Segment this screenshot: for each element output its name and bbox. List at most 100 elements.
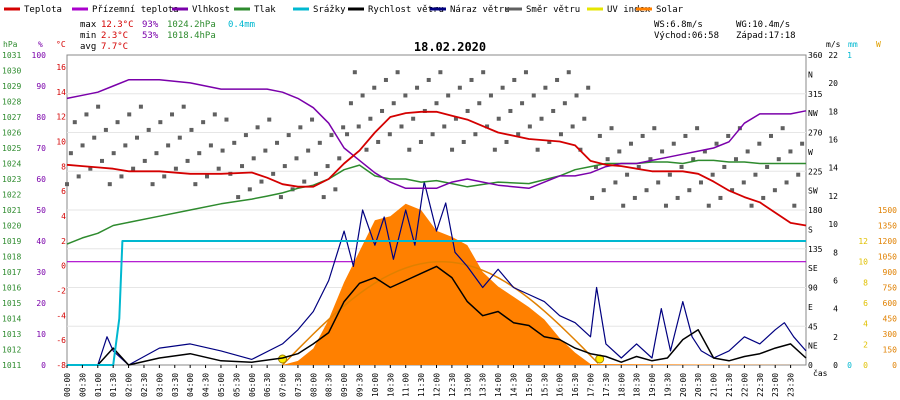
wind-direction-point	[107, 182, 112, 187]
series-temperature	[66, 110, 807, 227]
wind-direction-point	[780, 126, 785, 131]
wind-direction-point	[411, 116, 416, 121]
stat-max-rain: 0.4mm	[228, 20, 255, 30]
stat-min-press: 1018.4hPa	[167, 31, 216, 41]
wind-direction-point	[415, 85, 420, 90]
wind-direction-point	[800, 141, 805, 146]
wind-direction-point	[586, 85, 591, 90]
tick-label-w: 1200	[878, 237, 897, 246]
wind-direction-point	[68, 151, 73, 156]
wind-direction-point	[582, 116, 587, 121]
tick-label-hpa: 1018	[2, 253, 21, 262]
wind-direction-point	[695, 126, 700, 131]
series-rain	[67, 240, 806, 366]
tick-label-pct: 80	[36, 113, 46, 122]
series-wind-speed	[67, 265, 807, 366]
tick-label-pct: 20	[36, 299, 46, 308]
stat-max-label: max	[80, 20, 97, 30]
tick-label-mm: 0	[847, 361, 852, 370]
wind-direction-point	[741, 180, 746, 185]
tick-label-pct: 10	[36, 330, 46, 339]
time-tick-label: 17:00	[586, 373, 595, 397]
time-tick-label: 16:00	[556, 373, 565, 397]
wind-direction-point	[294, 156, 299, 161]
time-axis: 00:00 00:30 01:00 01:30 02:00 02:30 03:00 03:30…	[63, 365, 796, 397]
legend-label: Směr větru	[526, 5, 580, 15]
tick-label-dir: 90	[808, 284, 818, 293]
wind-direction-point	[317, 140, 322, 145]
wind-direction-point	[173, 166, 178, 171]
tick-label-hpa: 1022	[2, 191, 21, 200]
wind-direction-point	[146, 127, 151, 132]
wind-direction-point	[663, 203, 668, 208]
tick-label-degc: -2	[56, 287, 66, 296]
tick-label-ms: 20	[828, 79, 838, 88]
wind-direction-point	[360, 93, 365, 98]
wind-direction-point	[380, 108, 385, 113]
wind-direction-point	[527, 124, 532, 129]
wind-direction-point	[181, 104, 186, 109]
wind-direction-point	[236, 195, 241, 200]
wind-direction-point	[597, 133, 602, 138]
time-tick-label: 03:30	[171, 373, 180, 397]
wind-direction-point	[306, 148, 311, 153]
wind-direction-point	[255, 125, 260, 130]
wind-speed-info: WS:6.8m/s	[654, 20, 703, 30]
wind-direction-point	[784, 180, 789, 185]
wind-direction-point	[473, 132, 478, 137]
wind-direction-point	[702, 149, 707, 154]
wind-direction-point	[481, 70, 486, 75]
wind-direction-point	[345, 132, 350, 137]
wind-direction-point	[418, 139, 423, 144]
unit-pct: %	[38, 40, 43, 49]
time-tick-label: 11:30	[417, 373, 426, 397]
tick-label-w: 300	[883, 330, 898, 339]
tick-label-pct: 40	[36, 237, 46, 246]
tick-label-hpa: 1026	[2, 129, 21, 138]
legend-label: Srážky	[313, 5, 346, 15]
wind-direction-point	[667, 172, 672, 177]
wind-direction-point	[636, 164, 641, 169]
tick-label-degc: 4	[61, 212, 66, 221]
wind-direction-point	[796, 172, 801, 177]
wind-direction-point	[566, 70, 571, 75]
wind-direction-point	[259, 179, 264, 184]
time-tick-label: 13:30	[479, 373, 488, 397]
wind-direction-point	[446, 93, 451, 98]
tick-label-hpa: 1011	[2, 361, 21, 370]
tick-label-ms: 0	[833, 361, 838, 370]
wind-direction-point	[251, 156, 256, 161]
wind-direction-point	[698, 180, 703, 185]
series-humidity	[66, 79, 807, 190]
time-tick-label: 04:30	[202, 373, 211, 397]
wind-direction-point	[302, 179, 307, 184]
wind-direction-point	[337, 156, 342, 161]
wind-direction-point	[644, 188, 649, 193]
tick-label-dir: 0	[808, 361, 813, 370]
time-tick-label: 20:30	[694, 373, 703, 397]
tick-label-dir: SE	[808, 264, 818, 273]
wind-direction-point	[123, 143, 128, 148]
series-pressure	[66, 159, 806, 245]
wind-direction-point	[430, 132, 435, 137]
wind-direction-point	[593, 164, 598, 169]
tick-label-hpa: 1019	[2, 237, 21, 246]
wind-direction-point	[356, 124, 361, 129]
tick-label-uv: 6	[863, 299, 868, 308]
wind-direction-point	[96, 104, 101, 109]
wind-direction-point	[555, 77, 560, 82]
wind-direction-point	[461, 139, 466, 144]
time-tick-label: 00:30	[78, 373, 87, 397]
wind-direction-point	[469, 77, 474, 82]
wind-direction-point	[325, 164, 330, 169]
wind-direction-point	[321, 195, 326, 200]
wind-direction-point	[138, 104, 143, 109]
wind-direction-point	[65, 182, 69, 187]
tick-label-pct: 50	[36, 206, 46, 215]
wind-direction-point	[710, 172, 715, 177]
time-tick-label: 04:00	[186, 373, 195, 397]
stats-block: max 12.3°C 93% 1024.2hPa 0.4mm min 2.3°C…	[80, 20, 255, 52]
time-tick-label: 01:30	[109, 373, 118, 397]
legend-label: Náraz větru	[450, 5, 510, 15]
